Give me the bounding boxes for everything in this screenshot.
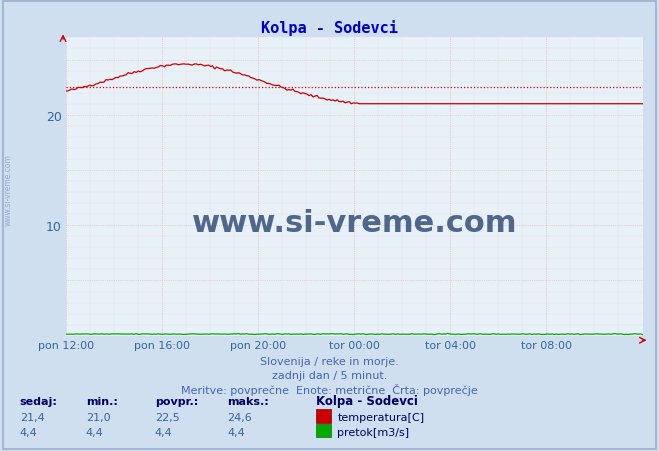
Text: 4,4: 4,4 [86, 427, 103, 437]
Text: 4,4: 4,4 [155, 427, 173, 437]
Text: 24,6: 24,6 [227, 412, 252, 422]
Text: 4,4: 4,4 [227, 427, 245, 437]
Text: sedaj:: sedaj: [20, 396, 57, 405]
Text: 21,4: 21,4 [20, 412, 45, 422]
Text: povpr.:: povpr.: [155, 396, 198, 405]
Text: www.si-vreme.com: www.si-vreme.com [3, 153, 13, 226]
Text: www.si-vreme.com: www.si-vreme.com [192, 208, 517, 237]
Text: zadnji dan / 5 minut.: zadnji dan / 5 minut. [272, 370, 387, 380]
Text: Meritve: povprečne  Enote: metrične  Črta: povprečje: Meritve: povprečne Enote: metrične Črta:… [181, 383, 478, 396]
Text: min.:: min.: [86, 396, 117, 405]
Text: 21,0: 21,0 [86, 412, 110, 422]
Text: 4,4: 4,4 [20, 427, 38, 437]
Text: pretok[m3/s]: pretok[m3/s] [337, 427, 409, 437]
Text: Kolpa - Sodevci: Kolpa - Sodevci [261, 20, 398, 36]
Text: Slovenija / reke in morje.: Slovenija / reke in morje. [260, 356, 399, 366]
Text: 22,5: 22,5 [155, 412, 180, 422]
Text: maks.:: maks.: [227, 396, 269, 405]
Text: Kolpa - Sodevci: Kolpa - Sodevci [316, 394, 418, 407]
Text: temperatura[C]: temperatura[C] [337, 412, 424, 422]
